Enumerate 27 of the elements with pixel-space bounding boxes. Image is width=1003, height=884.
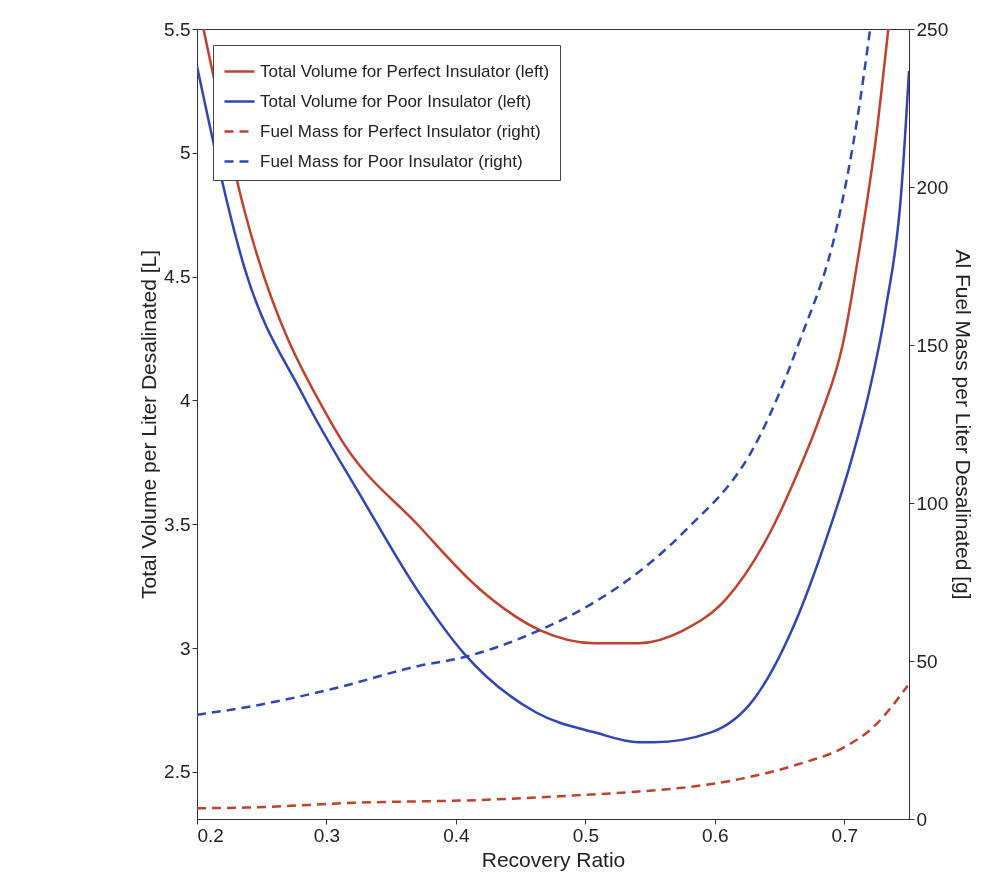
legend-label: Total Volume for Poor Insulator (left) [260,91,532,111]
x-tick-label: 0.7 [831,824,858,846]
x-tick-label: 0.4 [443,824,471,846]
y2-axis-title: Al Fuel Mass per Liter Desalinated [g] [952,249,976,600]
x-tick-label: 0.3 [313,824,341,846]
line-series [197,684,909,810]
y-tick-label: 5 [179,142,191,164]
y-tick-label: 3.5 [164,513,191,535]
y2-tick-label: 250 [916,18,949,40]
legend-label: Fuel Mass for Perfect Insulator (right) [260,121,541,141]
y-tick-label: 3 [179,637,191,659]
x-tick-label: 0.6 [702,824,729,846]
y2-tick-label: 100 [916,492,949,514]
y2-tick-label: 200 [916,176,949,198]
x-tick-label: 0.5 [572,824,600,846]
legend-label: Total Volume for Perfect Insulator (left) [260,61,550,81]
x-tick-label: 0.2 [197,824,224,846]
y-tick-label: 5.5 [164,18,191,40]
y-tick-label: 4 [179,389,191,411]
legend-label: Fuel Mass for Poor Insulator (right) [260,151,523,171]
y-tick-label: 2.5 [164,761,191,783]
y2-tick-label: 0 [916,808,928,830]
y2-tick-label: 150 [916,334,949,356]
x-axis-title: Recovery Ratio [481,847,626,871]
y-tick-label: 4.5 [164,266,191,288]
y-axis-title: Total Volume per Liter Desalinated [L] [137,249,161,600]
y2-tick-label: 50 [916,650,938,672]
